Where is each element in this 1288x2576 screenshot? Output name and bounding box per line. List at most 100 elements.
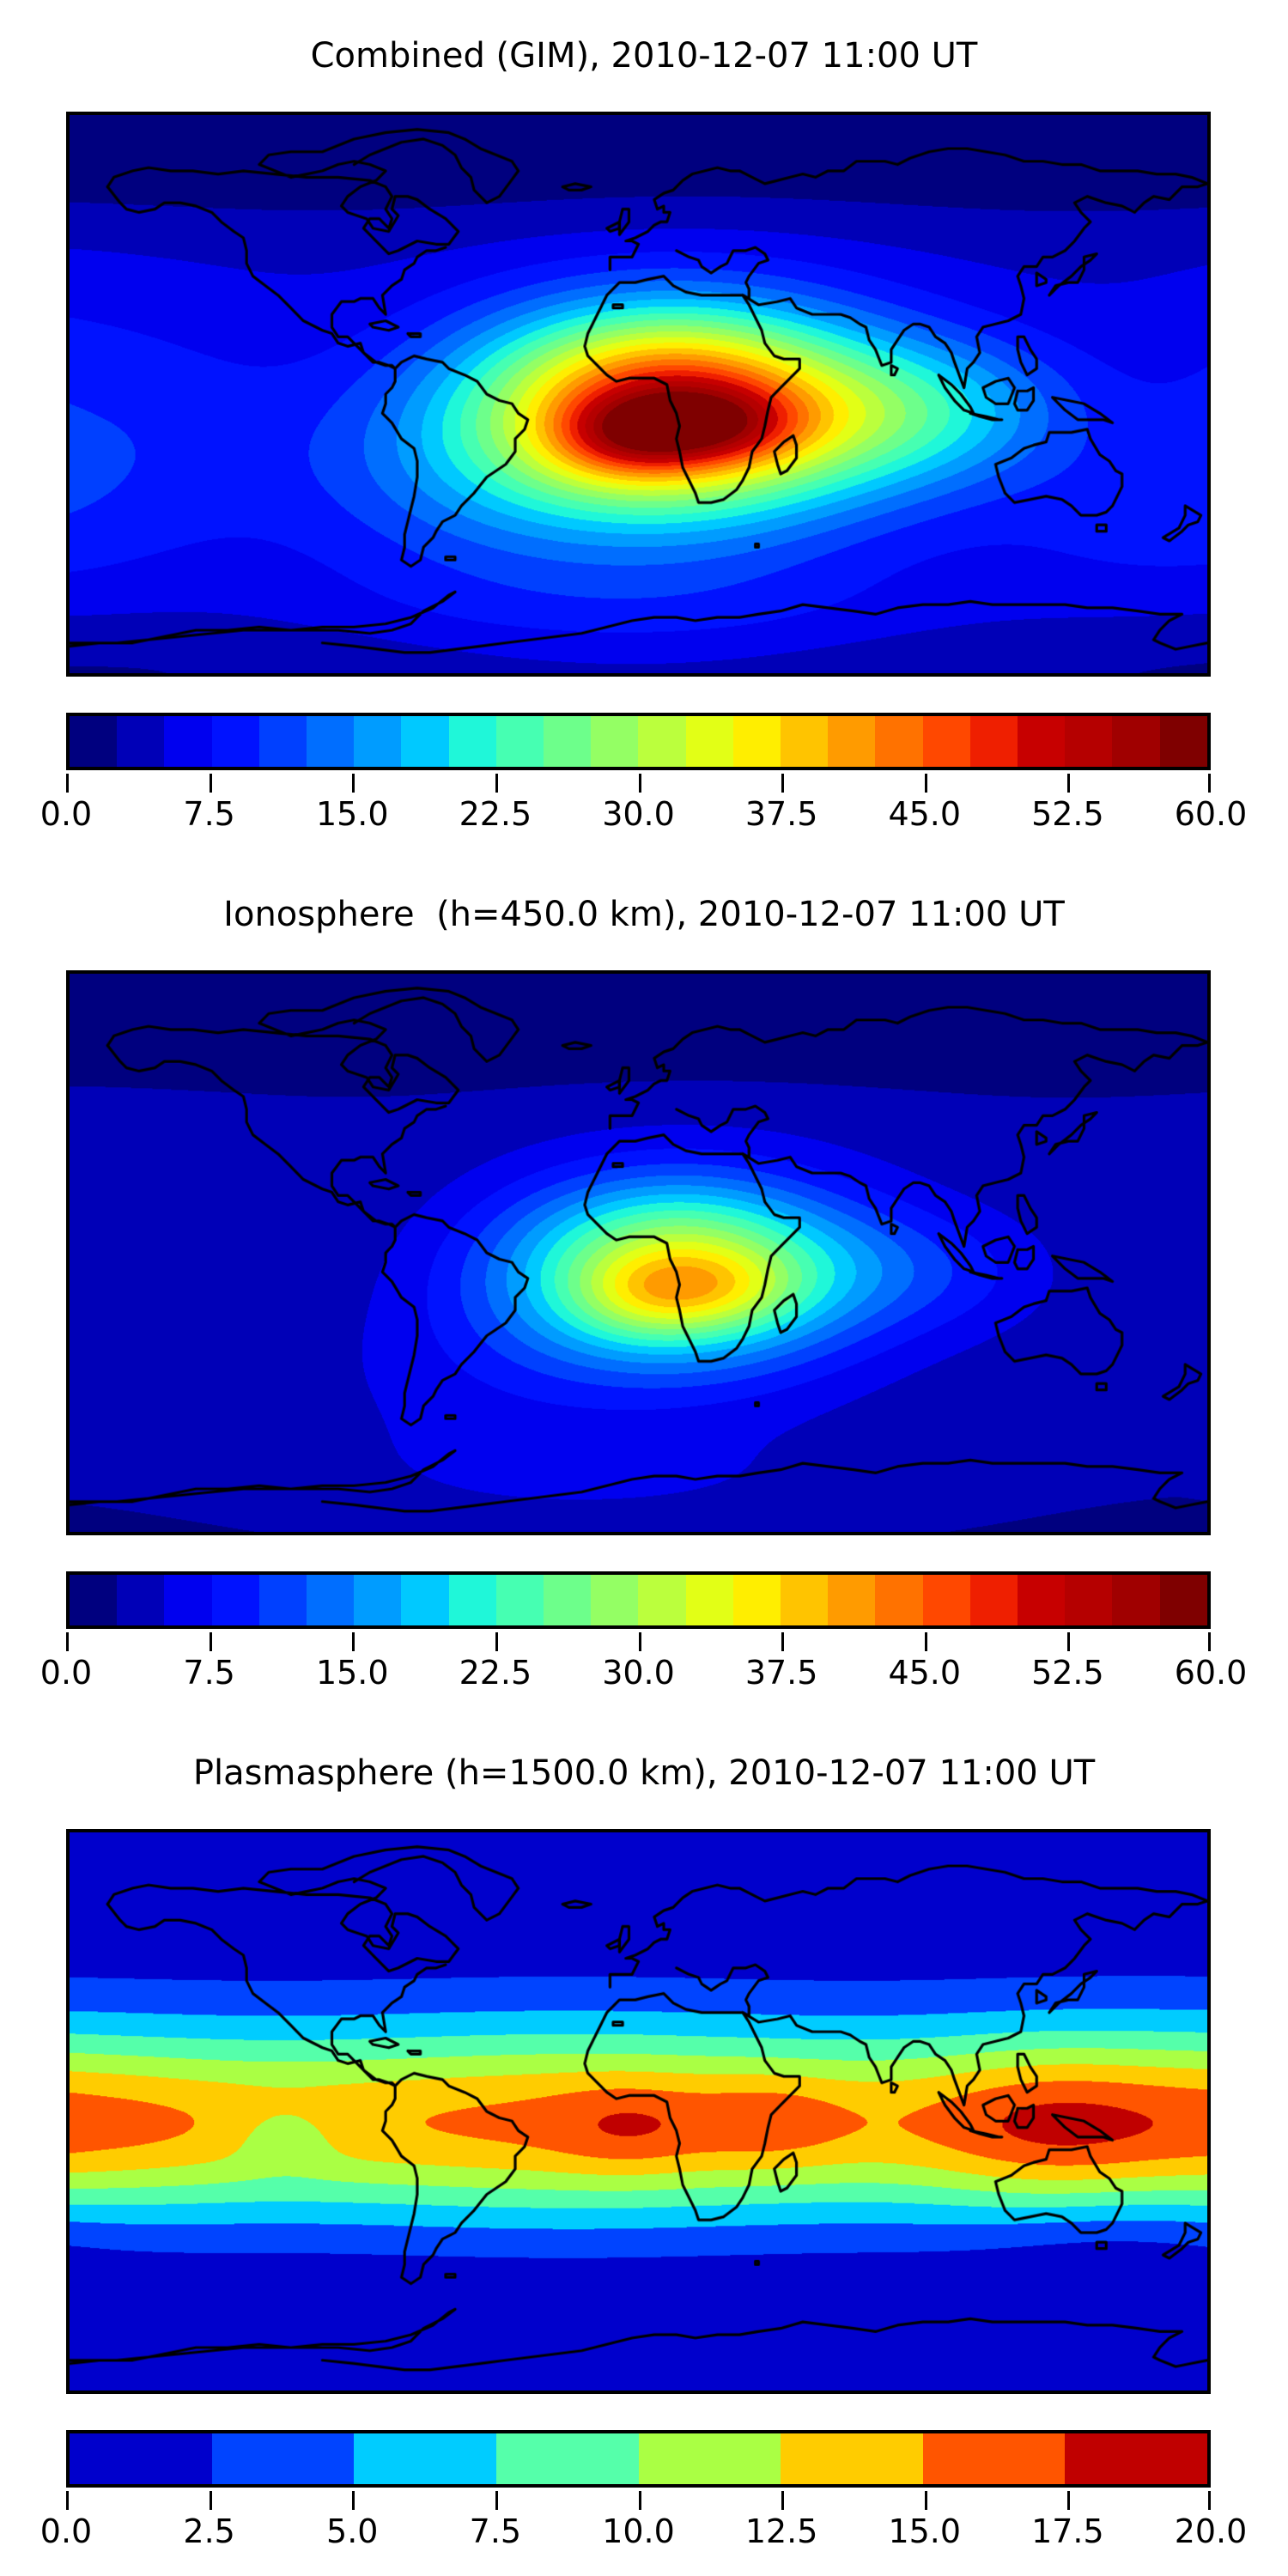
panel-title-combined-gim: Combined (GIM), 2010-12-07 11:00 UT [310, 36, 978, 76]
colorbar-tick-label: 7.5 [183, 795, 235, 833]
colorbar-tick-label: 22.5 [459, 1654, 532, 1692]
colorbar-tick-label: 7.5 [183, 1654, 235, 1692]
colorbar-plasmasphere [66, 2430, 1211, 2488]
colorbar-swatch [1018, 1575, 1066, 1625]
colorbar-swatch [307, 716, 355, 767]
colorbar-ionosphere [66, 1571, 1211, 1629]
colorbar-tick [781, 774, 785, 793]
colorbar-swatch [828, 1575, 876, 1625]
colorbar-swatch [117, 1575, 165, 1625]
colorbar-tick [352, 774, 355, 793]
colorbar-swatch [70, 1575, 118, 1625]
colorbar-swatch [211, 2433, 355, 2484]
colorbar-swatch [922, 2433, 1066, 2484]
colorbar-tick-label: 52.5 [1031, 795, 1104, 833]
colorbar-tick-label: 30.0 [602, 1654, 675, 1692]
colorbar-tick [66, 2491, 69, 2510]
colorbar-tick [924, 774, 927, 793]
colorbar-tick [495, 774, 498, 793]
colorbar-tick-label: 12.5 [744, 2512, 818, 2550]
colorbar-swatch [638, 2433, 781, 2484]
colorbar-tick [209, 1632, 212, 1651]
colorbar-tick-label: 30.0 [602, 795, 675, 833]
colorbar-swatch [495, 2433, 639, 2484]
colorbar-swatch [828, 716, 876, 767]
colorbar-swatch [1159, 1575, 1207, 1625]
colorbar-swatch [1018, 716, 1066, 767]
colorbar-labels-combined-gim: 0.0 7.5 15.0 22.5 30.0 37.5 45.0 52.5 60.0 [0, 795, 1288, 840]
colorbar-swatch [1159, 716, 1207, 767]
colorbar-tick [781, 1632, 785, 1651]
colorbar-tick [638, 774, 641, 793]
colorbar-swatch [591, 1575, 639, 1625]
colorbar-tick [781, 2491, 785, 2510]
tec-contour-canvas-plasmasphere [70, 1832, 1207, 2391]
colorbar-tick-label: 45.0 [888, 1654, 962, 1692]
colorbar-swatch [448, 1575, 496, 1625]
colorbar-swatch [1112, 1575, 1160, 1625]
colorbar-swatch [70, 2433, 212, 2484]
colorbar-labels-plasmasphere: 0.0 2.5 5.0 7.5 10.0 12.5 15.0 17.5 20.0 [0, 2512, 1288, 2557]
colorbar-tick-label: 15.0 [315, 795, 389, 833]
colorbar-tick [1067, 774, 1071, 793]
colorbar-tick [209, 774, 212, 793]
colorbar-tick-label: 0.0 [39, 1654, 93, 1692]
colorbar-ticks-plasmasphere [66, 2491, 1211, 2510]
colorbar-tick [924, 2491, 927, 2510]
colorbar-tick-label: 37.5 [744, 795, 818, 833]
colorbar-swatch [638, 1575, 686, 1625]
colorbar-swatch [401, 1575, 449, 1625]
colorbar-tick-label: 10.0 [602, 2512, 675, 2550]
colorbar-swatch [354, 1575, 402, 1625]
colorbar-tick [209, 2491, 212, 2510]
colorbar-swatch [875, 716, 923, 767]
colorbar-swatch [164, 716, 212, 767]
colorbar-tick [495, 2491, 498, 2510]
colorbar-tick [495, 1632, 498, 1651]
tec-contour-canvas-ionosphere [70, 974, 1207, 1532]
panel-title-plasmasphere: Plasmasphere (h=1500.0 km), 2010-12-07 1… [192, 1753, 1096, 1793]
colorbar-tick [1067, 1632, 1071, 1651]
map-plot-ionosphere [66, 970, 1211, 1535]
colorbar-ticks-combined-gim [66, 774, 1211, 793]
colorbar-swatch [164, 1575, 212, 1625]
colorbar-tick-label: 20.0 [1174, 2512, 1248, 2550]
colorbar-swatch [495, 1575, 544, 1625]
colorbar-swatch [875, 1575, 923, 1625]
colorbar-swatch [354, 2433, 496, 2484]
colorbar-tick [352, 2491, 355, 2510]
colorbar-swatch [258, 716, 307, 767]
colorbar-swatch [638, 716, 686, 767]
colorbar-tick [352, 1632, 355, 1651]
colorbar-swatch [401, 716, 449, 767]
colorbar-tick-label: 37.5 [744, 1654, 818, 1692]
panel-title-ionosphere: Ionosphere (h=450.0 km), 2010-12-07 11:0… [223, 895, 1065, 934]
colorbar-swatch [258, 1575, 307, 1625]
colorbar-swatch [70, 716, 118, 767]
colorbar-swatch [781, 1575, 829, 1625]
colorbar-tick-label: 7.5 [469, 2512, 522, 2550]
colorbar-tick [1208, 1632, 1211, 1651]
colorbar-tick [1067, 2491, 1071, 2510]
colorbar-swatch [211, 716, 259, 767]
colorbar-combined-gim [66, 713, 1211, 770]
colorbar-swatch [969, 716, 1018, 767]
colorbar-swatch [922, 1575, 970, 1625]
colorbar-swatch [1112, 716, 1160, 767]
colorbar-tick [638, 1632, 641, 1651]
colorbar-swatch [117, 716, 165, 767]
colorbar-tick-label: 0.0 [39, 2512, 93, 2550]
colorbar-tick-label: 0.0 [39, 795, 93, 833]
colorbar-swatch [969, 1575, 1018, 1625]
colorbar-swatch [211, 1575, 259, 1625]
colorbar-swatch [732, 716, 781, 767]
colorbar-swatch [591, 716, 639, 767]
colorbar-tick-label: 15.0 [888, 2512, 962, 2550]
map-plot-combined-gim [66, 112, 1211, 677]
colorbar-swatch [544, 716, 592, 767]
colorbar-swatch [781, 716, 829, 767]
colorbar-tick [1208, 2491, 1211, 2510]
colorbar-tick-label: 22.5 [459, 795, 532, 833]
colorbar-swatch [732, 1575, 781, 1625]
colorbar-tick-label: 60.0 [1174, 1654, 1248, 1692]
